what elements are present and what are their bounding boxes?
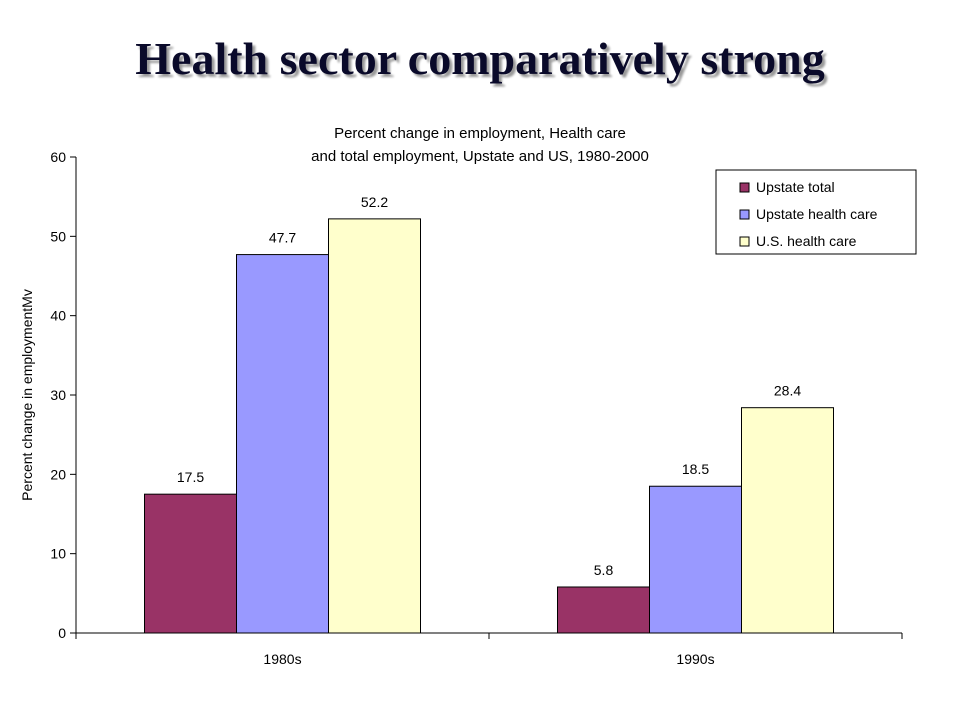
legend: Upstate total Upstate health care U.S. hea… bbox=[715, 169, 917, 255]
bar bbox=[144, 493, 237, 634]
legend-swatch bbox=[739, 182, 750, 193]
y-tick-label: 30 bbox=[50, 387, 66, 403]
y-tick-label: 0 bbox=[58, 625, 66, 641]
y-tick-label: 10 bbox=[50, 546, 66, 562]
bar bbox=[557, 586, 650, 634]
data-label: 28.4 bbox=[774, 383, 801, 399]
data-label: 52.2 bbox=[361, 194, 388, 210]
legend-label: Upstate health care bbox=[756, 206, 878, 222]
y-tick-label: 20 bbox=[50, 466, 66, 482]
y-axis-label: Percent change in employmentMv bbox=[19, 289, 35, 501]
data-label: 17.5 bbox=[177, 469, 204, 485]
bar bbox=[236, 254, 329, 634]
slide-title: Health sector comparatively strong bbox=[135, 33, 825, 84]
y-tick-label: 50 bbox=[50, 228, 66, 244]
bar bbox=[649, 485, 742, 634]
x-tick-label: 1980s bbox=[263, 651, 301, 667]
x-tick-label: 1990s bbox=[676, 651, 714, 667]
plot-area: 0 10 20 30 40 50 60 1980s 17.5 47.7 52.2 1990s 5.8 18… bbox=[50, 149, 903, 667]
bar bbox=[328, 218, 421, 634]
y-tick-label: 60 bbox=[50, 149, 66, 165]
data-label: 18.5 bbox=[682, 461, 709, 477]
legend-swatch bbox=[739, 209, 750, 220]
legend-label: Upstate total bbox=[756, 179, 835, 195]
chart-title: Percent change in employment, Health car… bbox=[311, 125, 649, 165]
legend-label: U.S. health care bbox=[756, 233, 857, 249]
chart-title-line-2: and total employment, Upstate and US, 19… bbox=[311, 148, 649, 165]
bar bbox=[741, 407, 834, 634]
data-label: 5.8 bbox=[594, 562, 614, 578]
chart-title-line-1: Percent change in employment, Health car… bbox=[334, 125, 626, 142]
data-label: 47.7 bbox=[269, 230, 296, 246]
y-tick-label: 40 bbox=[50, 308, 66, 324]
legend-swatch bbox=[739, 236, 750, 247]
